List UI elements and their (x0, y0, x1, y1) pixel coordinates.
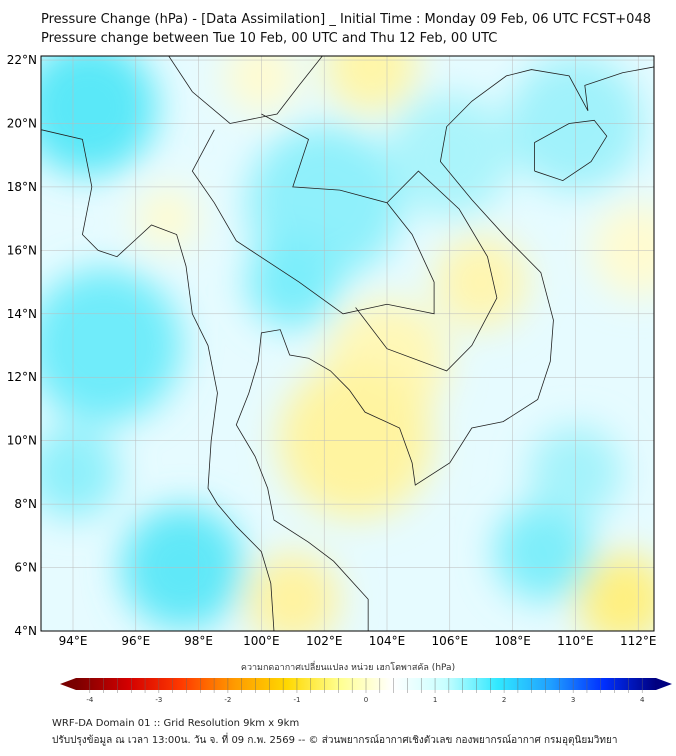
boundary-line (168, 56, 323, 124)
colorbar-tick-label: 2 (502, 696, 506, 704)
lat-label: 20°N (7, 116, 37, 130)
colorbar-tick-label: -3 (155, 696, 162, 704)
colorbar-tick-label: -1 (293, 696, 300, 704)
chart-subtitle: Pressure change between Tue 10 Feb, 00 U… (41, 31, 498, 46)
colorbar-tick-label: 4 (640, 696, 645, 704)
field-blob (246, 552, 340, 631)
lon-label: 106°E (432, 634, 469, 648)
colorbar-min-extend (60, 678, 76, 690)
lat-label: 16°N (7, 243, 37, 257)
field-blob (494, 502, 594, 602)
lat-label: 4°N (14, 624, 37, 638)
lat-label: 14°N (7, 307, 37, 321)
lon-label: 108°E (494, 634, 531, 648)
pressure-change-map: 4°N 6°N 8°N 10°N 12°N 14°N 16°N 18°N 20°N 22°N 94°… (7, 53, 672, 704)
colorbar: -4 -3 -2 -1 0 1 2 3 4 (60, 678, 672, 704)
lon-label: 102°E (306, 634, 343, 648)
lon-label: 98°E (184, 634, 213, 648)
boundary-line (191, 113, 435, 315)
boundary-line (41, 129, 275, 631)
field-blob (41, 56, 157, 176)
lat-label: 8°N (14, 497, 37, 511)
field-blob (41, 268, 182, 423)
colorbar-tick-label: 1 (433, 696, 437, 704)
lat-label: 6°N (14, 561, 37, 575)
field-blob (434, 235, 528, 329)
colorbar-tick-label: -2 (224, 696, 231, 704)
lat-label: 18°N (7, 180, 37, 194)
boundary-line (235, 66, 654, 631)
lat-label: 10°N (7, 434, 37, 448)
colorbar-max-extend (656, 678, 672, 690)
lon-label: 110°E (557, 634, 594, 648)
colorbar-tick-label: 0 (364, 696, 368, 704)
colorbar-tick-label: 3 (571, 696, 575, 704)
colorbar-tick-label: -4 (86, 696, 94, 704)
colorbar-title: ความกดอากาศเปลี่ยนแปลง หน่วย เฮกโตพาสคัล… (240, 663, 456, 673)
field-blob (324, 56, 418, 113)
lon-label: 104°E (369, 634, 406, 648)
field-blob (576, 552, 654, 631)
map-frame (40, 55, 655, 632)
boundary-line (355, 170, 498, 372)
field-blob (136, 187, 199, 250)
chart-title: Pressure Change (hPa) - [Data Assimilati… (41, 12, 651, 27)
footer-credit: ปรับปรุงข้อมูล ณ เวลา 13:00น. วัน จ. ที่… (52, 735, 618, 746)
footer-model-info: WRF-DA Domain 01 :: Grid Resolution 9km … (52, 718, 300, 729)
lat-label: 22°N (7, 53, 37, 67)
field-blob (246, 235, 340, 329)
boundary-line (534, 119, 608, 182)
lat-label: 12°N (7, 370, 37, 384)
lon-label: 100°E (243, 634, 280, 648)
lon-label: 94°E (59, 634, 88, 648)
lon-label: 96°E (121, 634, 150, 648)
field-blob (41, 425, 120, 519)
lon-label: 112°E (620, 634, 657, 648)
